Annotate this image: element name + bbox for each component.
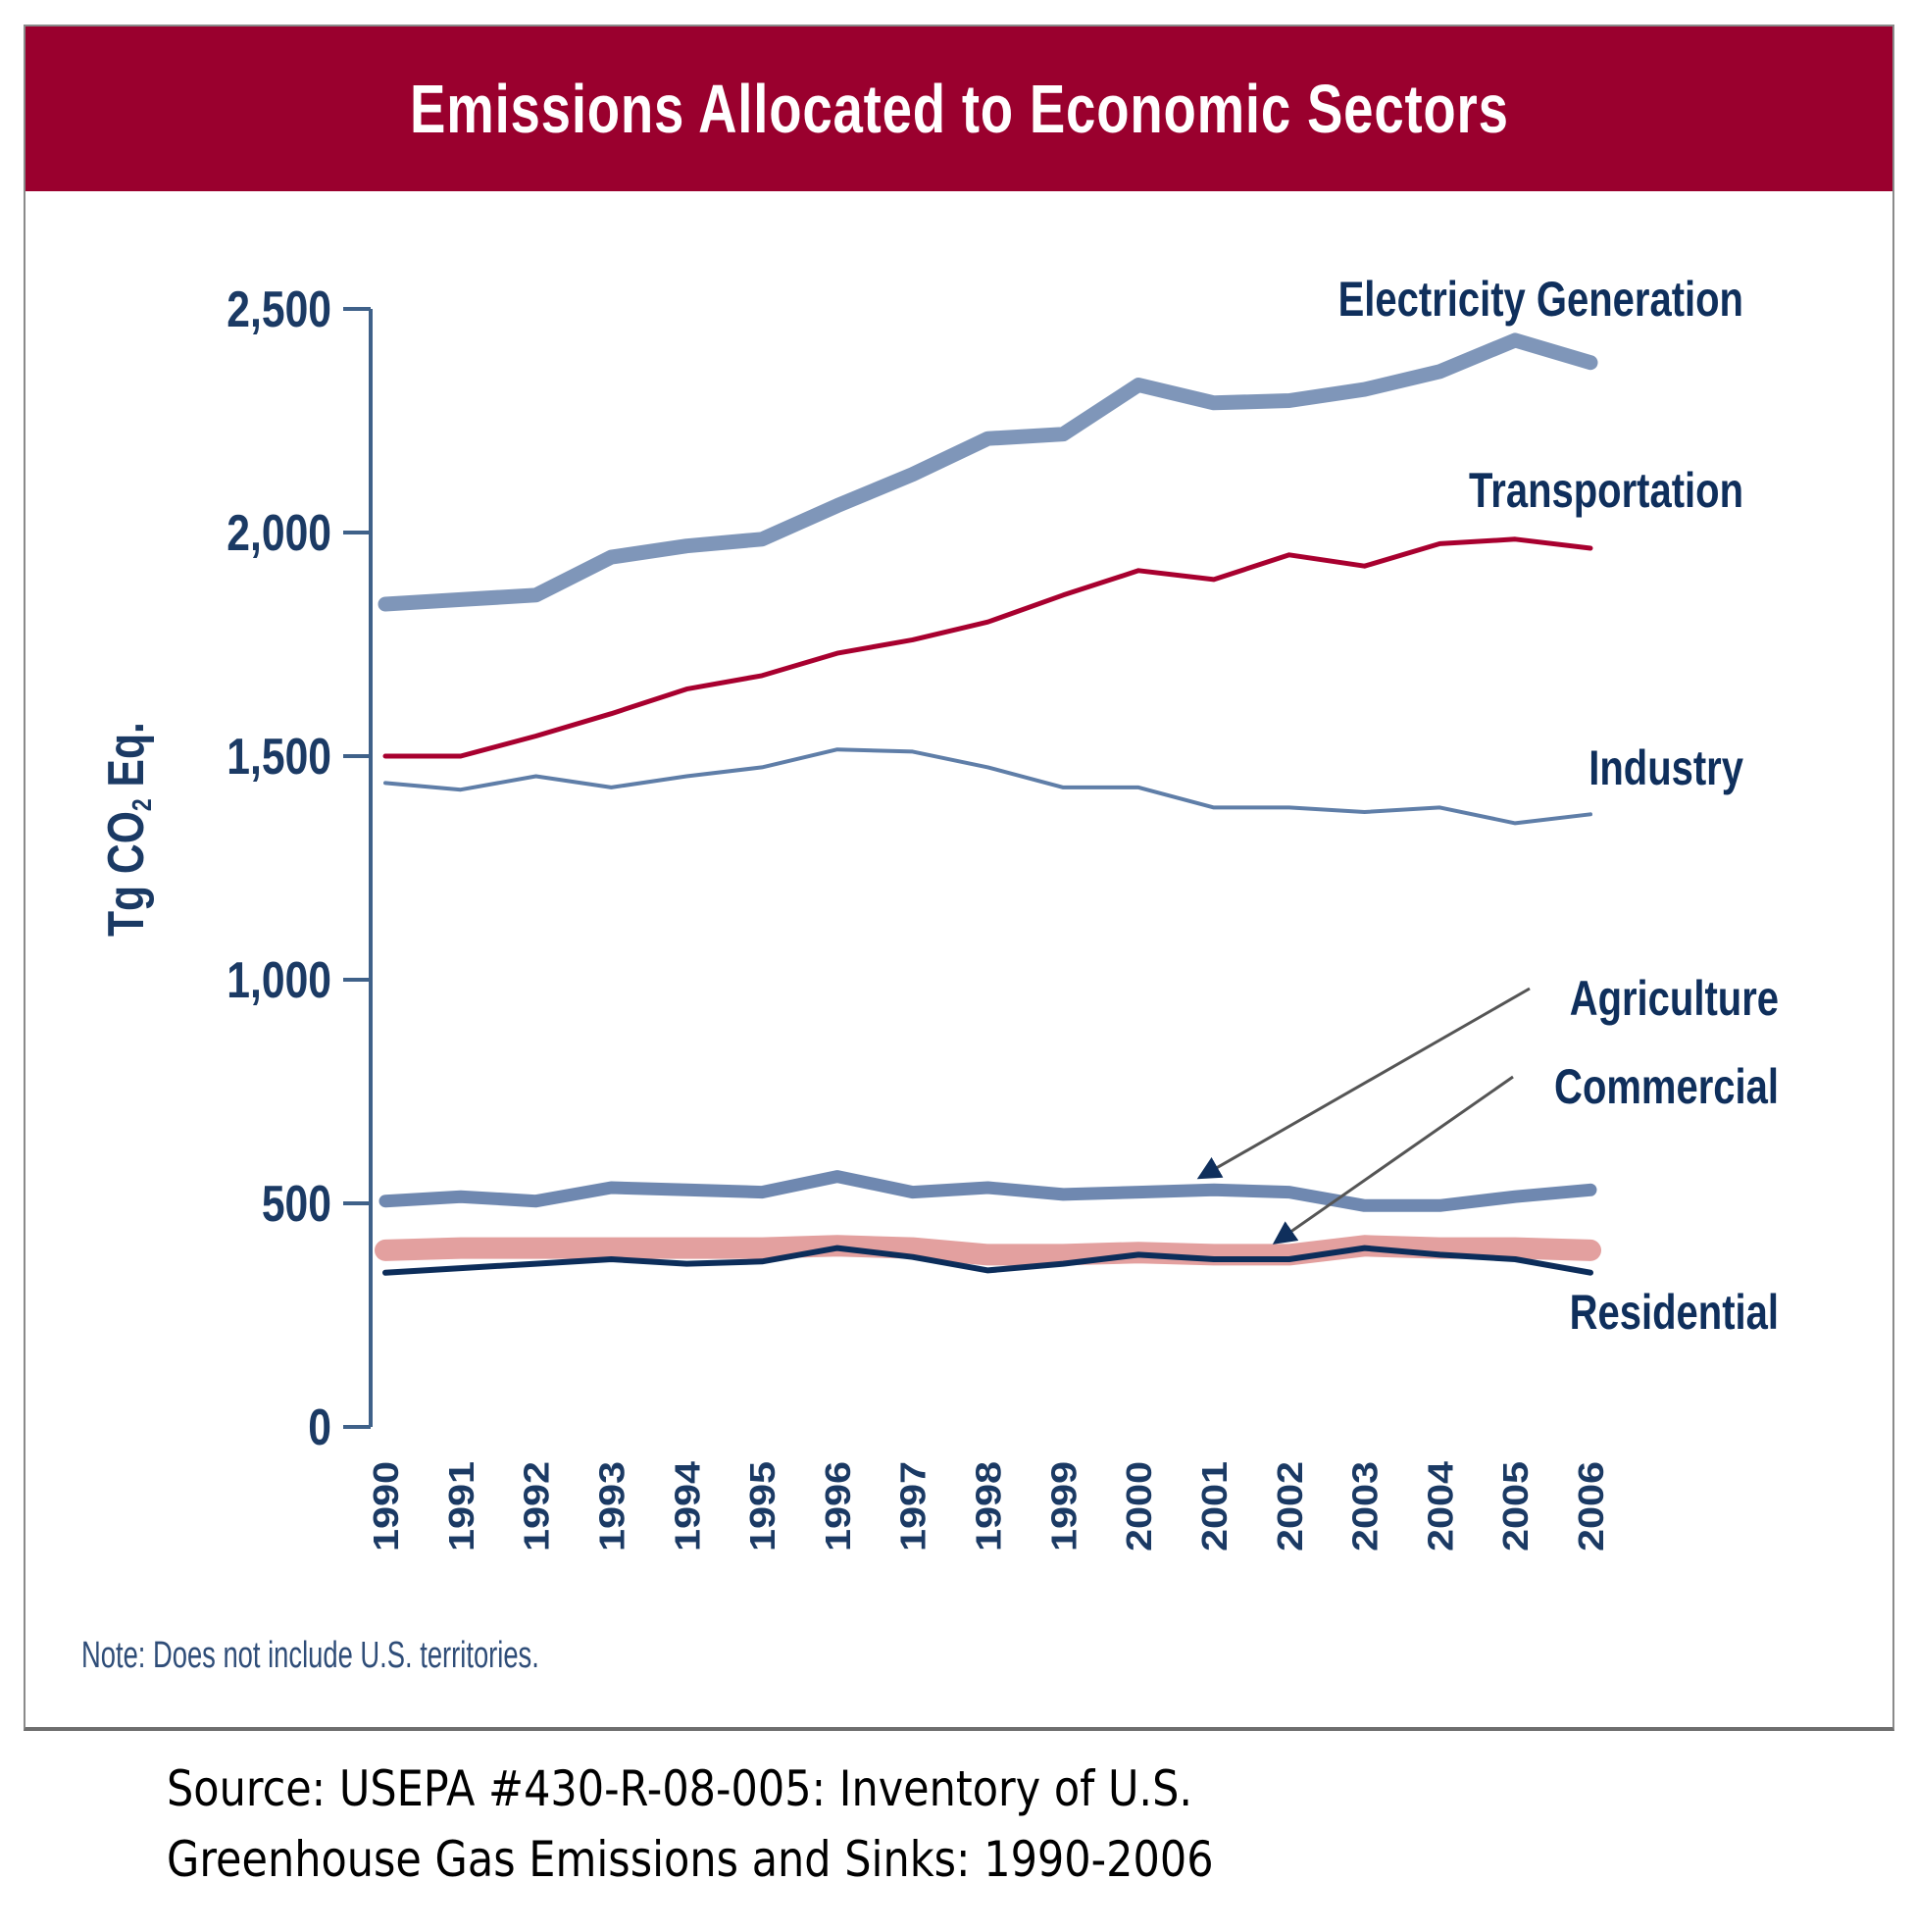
source-line-1: Source: USEPA #430-R-08-005: Inventory o… [167, 1760, 1193, 1817]
x-tick-label: 2006 [1572, 1461, 1611, 1551]
chart-frame: Emissions Allocated to Economic Sectors … [24, 25, 1894, 1731]
x-tick-label: 2001 [1195, 1461, 1235, 1551]
x-tick-label: 1991 [442, 1461, 481, 1551]
series-line-agriculture [378, 1170, 1597, 1212]
source-line-2: Greenhouse Gas Emissions and Sinks: 1990… [167, 1831, 1214, 1888]
x-tick-label: 1999 [1045, 1461, 1084, 1551]
x-tick-label: 2000 [1121, 1461, 1160, 1551]
source-citation: Source: USEPA #430-R-08-005: Inventory o… [167, 1754, 1214, 1895]
y-tick-label: 500 [262, 1176, 331, 1233]
series-label-electricity-generation: Electricity Generation [1338, 272, 1743, 327]
series-line-electricity-generation [378, 332, 1598, 612]
y-tick-label: 0 [308, 1399, 331, 1456]
series-label-commercial: Commercial [1554, 1059, 1779, 1114]
annotation-arrow-agriculture [1196, 987, 1531, 1180]
x-tick-label: 1992 [518, 1461, 557, 1551]
x-tick-label: 1994 [669, 1460, 708, 1551]
x-tick-label: 2004 [1422, 1460, 1461, 1551]
series-line-industry [383, 747, 1592, 826]
x-tick-label: 1995 [744, 1461, 783, 1551]
y-axis-title: Tg CO2 Eq. [98, 722, 157, 937]
series-label-industry: Industry [1588, 740, 1743, 795]
series-line-transportation [382, 536, 1593, 759]
x-tick-label: 1996 [819, 1461, 858, 1551]
series-label-agriculture: Agriculture [1570, 971, 1779, 1026]
chart-title: Emissions Allocated to Economic Sectors [409, 71, 1509, 147]
x-tick-label: 1990 [367, 1461, 406, 1551]
series-lines [375, 332, 1601, 1276]
line-chart: 0 500 1,000 1,500 2,000 2,500 Tg CO2 Eq. 1990 19… [98, 272, 1779, 1551]
y-tick-label: 2,500 [227, 281, 331, 338]
annotation-arrow-commercial [1272, 1075, 1514, 1245]
y-tick-label: 1,000 [227, 952, 331, 1009]
x-tick-label: 2002 [1271, 1461, 1310, 1551]
title-banner: Emissions Allocated to Economic Sectors [25, 26, 1892, 191]
series-line-commercial [375, 1235, 1601, 1266]
x-tick-label: 1997 [894, 1461, 933, 1551]
x-tick-label: 2003 [1346, 1461, 1386, 1551]
y-tick-label: 1,500 [227, 729, 331, 786]
x-tick-label: 2005 [1497, 1461, 1537, 1551]
x-tick-label: 1993 [593, 1461, 632, 1551]
series-labels: Electricity Generation Transportation Indu… [1196, 272, 1779, 1340]
y-tick-label: 2,000 [227, 505, 331, 562]
axes: 0 500 1,000 1,500 2,000 2,500 Tg CO2 Eq. 1990 19… [98, 281, 1611, 1551]
series-label-transportation: Transportation [1469, 463, 1743, 518]
x-tick-label: 1998 [970, 1461, 1009, 1551]
series-label-residential: Residential [1570, 1285, 1779, 1340]
series-line-residential [382, 1245, 1593, 1276]
chart-note: Note: Does not include U.S. territories. [81, 1635, 539, 1676]
